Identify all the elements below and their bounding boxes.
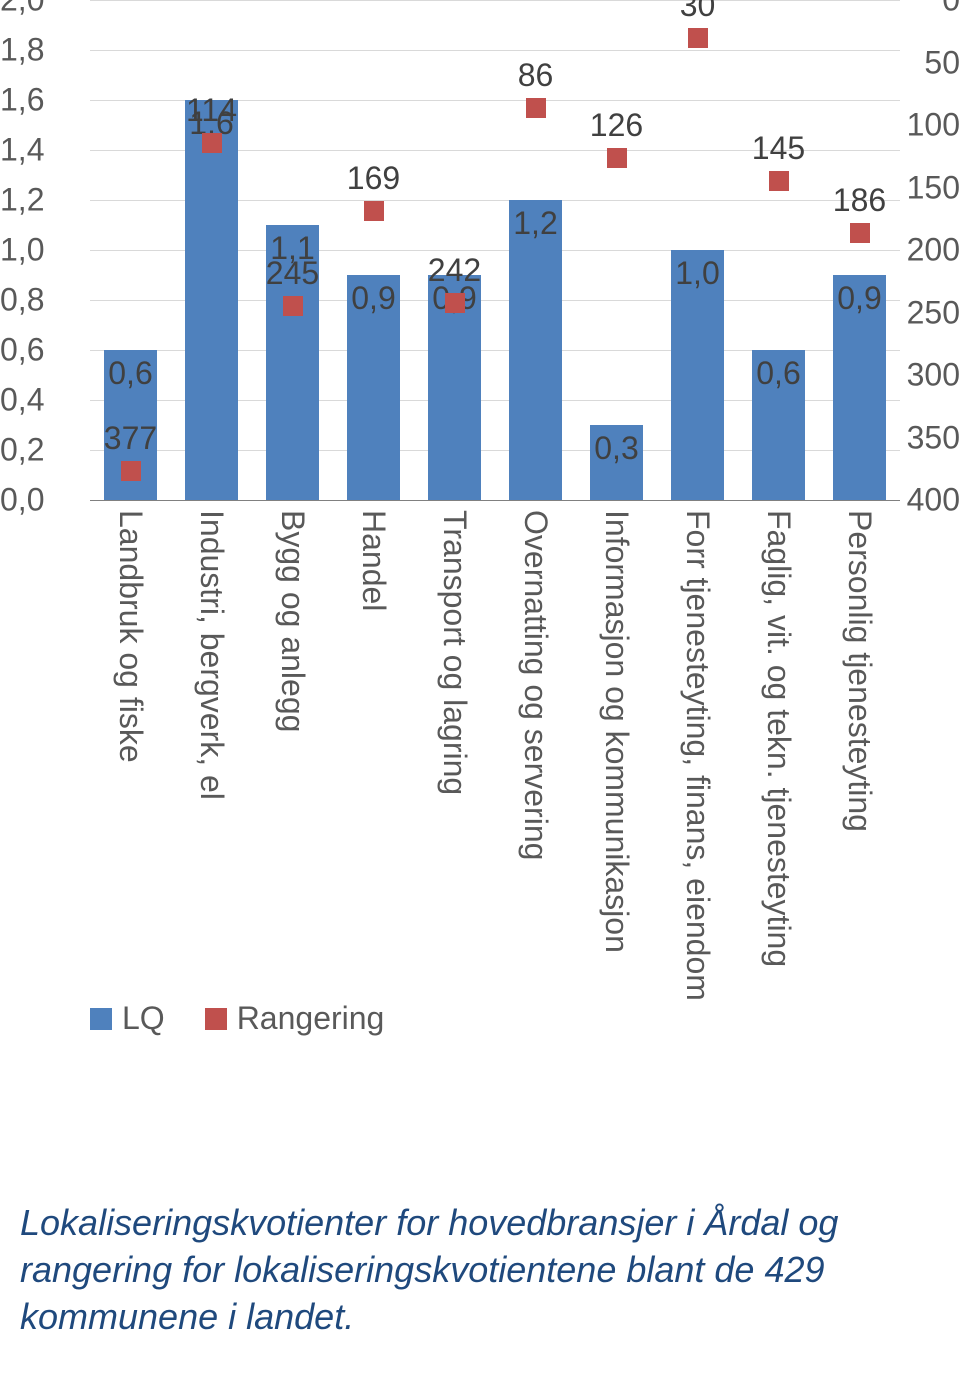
y-left-tick: 0,2 — [0, 432, 80, 469]
plot-area: 0,63771,61141,12450,91690,92421,2860,312… — [90, 0, 900, 500]
y-left-tick: 1,8 — [0, 32, 80, 69]
y-right-tick: 250 — [890, 294, 960, 331]
y-right-tick: 200 — [890, 232, 960, 269]
y-left-tick: 2,0 — [0, 0, 80, 19]
legend-swatch-lq — [90, 1008, 112, 1030]
y-left-tick: 0,4 — [0, 382, 80, 419]
rangering-value-label: 245 — [266, 255, 319, 292]
y-right-tick: 0 — [890, 0, 960, 19]
rangering-value-label: 86 — [518, 57, 554, 94]
caption: Lokaliseringskvotienter for hovedbransje… — [0, 1200, 960, 1360]
rangering-value-label: 114 — [186, 92, 237, 129]
rangering-marker — [121, 461, 141, 481]
x-axis-labels: Landbruk og fiske Industri, bergverk, el B… — [90, 510, 900, 1070]
legend-label-rangering: Rangering — [237, 1000, 385, 1037]
y-right-tick: 150 — [890, 169, 960, 206]
bar-value-label: 0,9 — [833, 280, 886, 317]
category-label: Faglig, vit. og tekn. tjenesteyting — [760, 510, 797, 967]
chart-area: 0,63771,61141,12450,91690,92421,2860,312… — [0, 0, 960, 1200]
bar-value-label: 0,6 — [104, 355, 157, 392]
gridline — [90, 0, 900, 1]
y-left-tick: 0,8 — [0, 282, 80, 319]
bar-value-label: 0,9 — [347, 280, 400, 317]
legend: LQ Rangering — [90, 1000, 384, 1037]
legend-label-lq: LQ — [122, 1000, 165, 1037]
y-left-tick: 0,6 — [0, 332, 80, 369]
rangering-marker — [526, 98, 546, 118]
rangering-marker — [283, 296, 303, 316]
chart-container: 0,63771,61141,12450,91690,92421,2860,312… — [0, 0, 960, 1360]
y-right-tick: 100 — [890, 107, 960, 144]
y-right-tick: 400 — [890, 482, 960, 519]
y-left-tick: 1,4 — [0, 132, 80, 169]
rangering-marker — [769, 171, 789, 191]
bar-value-label: 0,6 — [752, 355, 805, 392]
bar-value-label: 1,0 — [671, 255, 724, 292]
y-right-tick: 350 — [890, 419, 960, 456]
legend-item-rangering: Rangering — [205, 1000, 385, 1037]
category-label: Bygg og anlegg — [274, 510, 311, 732]
rangering-value-label: 169 — [347, 160, 400, 197]
bar — [185, 100, 238, 500]
x-axis-line — [90, 500, 900, 501]
legend-swatch-rangering — [205, 1008, 227, 1030]
y-right-tick: 300 — [890, 357, 960, 394]
y-left-tick: 0,0 — [0, 482, 80, 519]
rangering-value-label: 145 — [752, 130, 805, 167]
bar-value-label: 1,2 — [509, 205, 562, 242]
rangering-value-label: 242 — [428, 252, 481, 289]
rangering-value-label: 377 — [104, 420, 157, 457]
category-label: Transport og lagring — [436, 510, 473, 795]
rangering-marker — [607, 148, 627, 168]
legend-item-lq: LQ — [90, 1000, 165, 1037]
rangering-value-label: 126 — [590, 107, 643, 144]
category-label: Informasjon og kommunikasjon — [598, 510, 635, 953]
category-label: Overnatting og servering — [517, 510, 554, 860]
gridline — [90, 50, 900, 51]
y-left-tick: 1,0 — [0, 232, 80, 269]
y-right-tick: 50 — [890, 44, 960, 81]
rangering-marker — [850, 223, 870, 243]
rangering-value-label: 30 — [680, 0, 716, 24]
category-label: Personlig tjenesteyting — [841, 510, 878, 832]
rangering-value-label: 186 — [833, 182, 886, 219]
category-label: Landbruk og fiske — [112, 510, 149, 763]
bar — [509, 200, 562, 500]
category-label: Industri, bergverk, el — [193, 510, 230, 800]
category-label: Handel — [355, 510, 392, 611]
y-left-tick: 1,2 — [0, 182, 80, 219]
category-label: Forr tjenesteyting, finans, eiendom — [679, 510, 716, 1001]
bar-value-label: 0,3 — [590, 430, 643, 467]
y-left-tick: 1,6 — [0, 82, 80, 119]
rangering-marker — [202, 133, 222, 153]
rangering-marker — [445, 293, 465, 313]
rangering-marker — [688, 28, 708, 48]
rangering-marker — [364, 201, 384, 221]
